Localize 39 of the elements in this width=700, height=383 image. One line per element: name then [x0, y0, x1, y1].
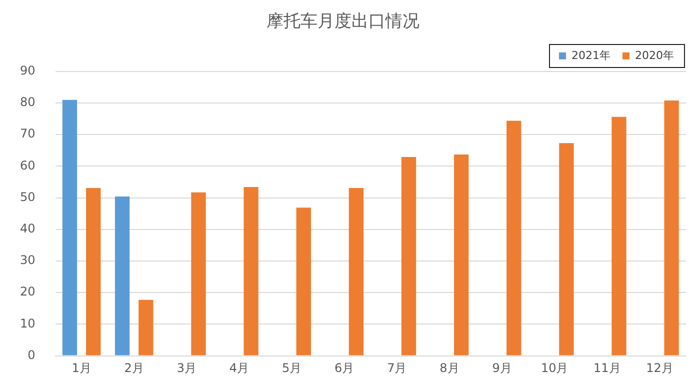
- bar: [454, 154, 469, 356]
- y-tick-label: 30: [20, 253, 36, 268]
- bar: [559, 143, 574, 356]
- x-tick-label: 2月: [124, 361, 144, 376]
- bar: [114, 196, 130, 356]
- x-tick-label: 10月: [540, 361, 568, 376]
- y-tick-label: 40: [20, 222, 36, 236]
- y-tick-label: 0: [28, 348, 36, 362]
- y-tick-label: 20: [20, 284, 36, 299]
- x-tick-label: 12月: [646, 361, 674, 376]
- y-tick-label: 90: [20, 64, 36, 78]
- chart-title: 摩托车月度出口情况: [266, 12, 420, 32]
- x-tick-label: 8月: [440, 361, 460, 376]
- legend-label: 2020年: [635, 48, 674, 62]
- bar: [612, 116, 626, 356]
- bar: [401, 157, 416, 356]
- bar: [506, 120, 522, 356]
- x-tick-label: 1月: [72, 361, 92, 376]
- x-tick-label: 9月: [492, 361, 512, 376]
- bar: [191, 192, 206, 356]
- bar: [244, 187, 258, 356]
- y-tick-label: 10: [20, 316, 36, 330]
- bar: [296, 208, 311, 356]
- x-tick-label: 4月: [229, 361, 250, 376]
- y-tick-label: 80: [20, 95, 36, 110]
- x-tick-label: 3月: [176, 361, 196, 376]
- y-tick-label: 70: [20, 126, 36, 141]
- y-tick-label: 50: [20, 190, 36, 204]
- bar: [664, 100, 679, 356]
- legend-label: 2021年: [572, 48, 611, 62]
- bar: [348, 188, 364, 356]
- bar: [138, 300, 154, 356]
- x-tick-label: 5月: [282, 361, 302, 376]
- bar: [86, 188, 101, 356]
- x-tick-label: 11月: [594, 361, 621, 376]
- x-tick-label: 7月: [387, 361, 407, 376]
- x-tick-label: 6月: [334, 361, 354, 376]
- bar: [62, 100, 78, 356]
- y-tick-label: 60: [20, 158, 36, 172]
